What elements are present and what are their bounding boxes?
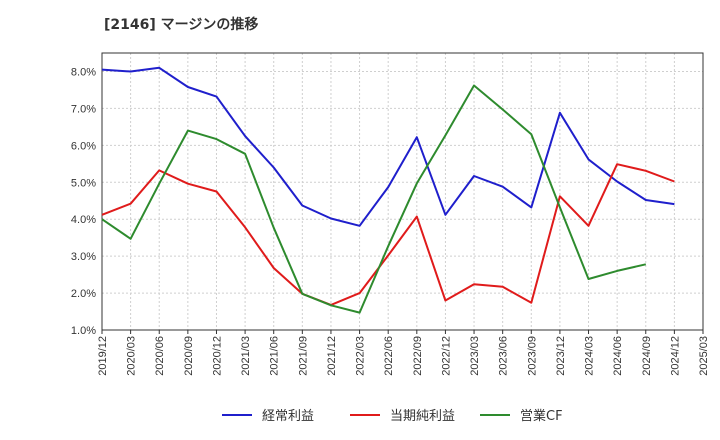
x-tick-label: 2020/06	[154, 336, 166, 376]
legend-label-2: 当期純利益	[390, 409, 455, 424]
series-line-3	[101, 84, 647, 314]
series-line-1	[101, 66, 675, 227]
x-tick-label: 2020/09	[183, 336, 195, 376]
x-tick-label: 2025/03	[698, 336, 710, 376]
y-tick-label: 5.0%	[71, 177, 96, 189]
x-tick-label: 2022/09	[412, 336, 424, 376]
x-tick-label: 2023/12	[555, 336, 567, 376]
grid-layer	[101, 53, 704, 331]
x-tick-label: 2023/03	[469, 336, 481, 376]
plot-frame	[101, 52, 704, 331]
legend-label-3: 営業CF	[520, 408, 563, 424]
x-tick-label: 2022/03	[355, 336, 367, 376]
series-layer	[101, 66, 675, 314]
x-tick-label: 2024/06	[612, 336, 624, 376]
x-tick-label: 2023/06	[498, 336, 510, 376]
x-tick-label: 2021/09	[297, 336, 309, 376]
y-tick-label: 2.0%	[71, 288, 96, 300]
y-tick-label: 8.0%	[71, 66, 96, 78]
axis-layer: 1.0% 2.0% 3.0% 4.0% 5.0% 6.0% 7.0% 8.0% 2019/12 2…	[71, 52, 710, 376]
legend-layer: 経常利益 当期純利益 営業CF	[222, 408, 563, 424]
x-tick-label: 2019/12	[97, 336, 109, 376]
series-line-2	[101, 163, 675, 306]
y-tick-label: 7.0%	[71, 103, 96, 115]
x-tick-label: 2023/09	[526, 336, 538, 376]
y-tick-label: 3.0%	[71, 251, 96, 263]
x-tick-label: 2022/06	[383, 336, 395, 376]
x-tick-label: 2022/12	[440, 336, 452, 376]
y-tick-label: 6.0%	[71, 140, 96, 152]
x-tick-label: 2021/06	[269, 336, 281, 376]
y-tick-label: 4.0%	[71, 214, 96, 226]
x-tick-label: 2024/03	[584, 336, 596, 376]
x-tick-label: 2020/03	[126, 336, 138, 376]
x-tick-label: 2024/12	[669, 336, 681, 376]
x-tick-label: 2024/09	[641, 336, 653, 376]
y-tick-label: 1.0%	[71, 325, 96, 337]
legend-label-1: 経常利益	[262, 409, 314, 424]
x-tick-label: 2020/12	[211, 336, 223, 376]
chart-title: [2146] マージンの推移	[104, 17, 259, 33]
x-tick-label: 2021/03	[240, 336, 252, 376]
x-tick-label: 2021/12	[326, 336, 338, 376]
